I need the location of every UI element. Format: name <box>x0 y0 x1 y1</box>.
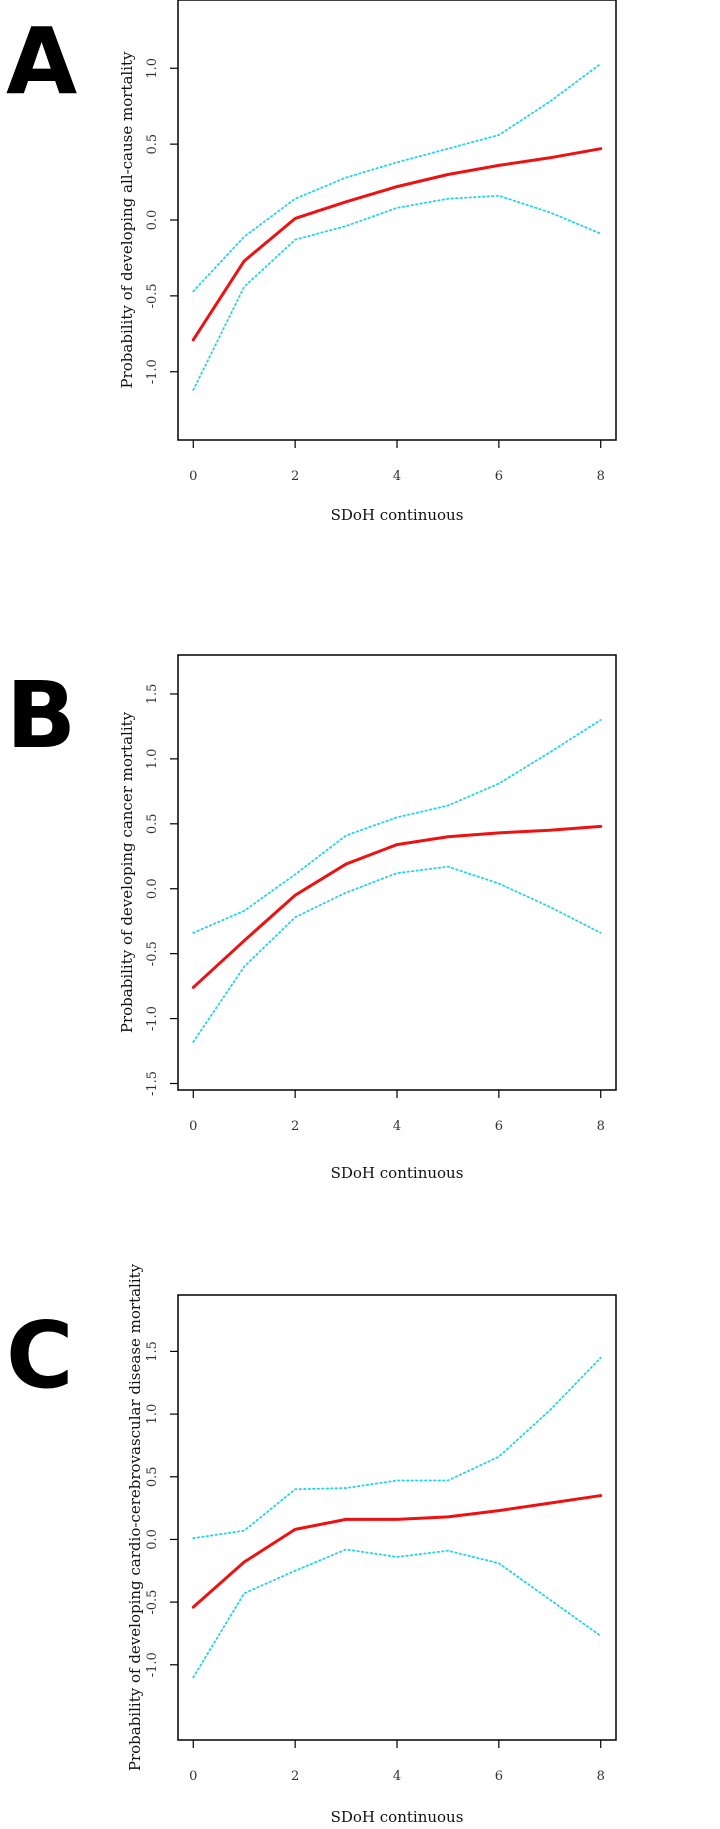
y-tick-label: 0.5 <box>145 134 160 155</box>
x-tick-label: 0 <box>189 469 197 484</box>
y-tick-label: -0.5 <box>145 941 160 966</box>
chart-panel-a: A 0 2 4 6 8 -1.0 -0.5 0.0 0.5 1.0 SDoH continuous P… <box>0 0 720 540</box>
lower-ci-line <box>192 865 602 1043</box>
lower-ci-line <box>192 1548 602 1679</box>
y-tick-label: 0.0 <box>145 1529 160 1550</box>
panel-label: C <box>6 1302 74 1409</box>
x-tick-label: 2 <box>291 469 299 484</box>
y-tick-label: -0.5 <box>145 1590 160 1615</box>
y-tick-label: 1.0 <box>145 749 160 770</box>
y-axis-title: Probability of developing all-cause mort… <box>118 51 136 389</box>
upper-ci-line <box>192 719 602 934</box>
estimate-line <box>191 1494 603 1609</box>
y-tick-label: -1.0 <box>145 1006 160 1031</box>
x-tick-label: 4 <box>393 1119 401 1134</box>
estimate-line <box>191 147 603 342</box>
x-axis-title: SDoH continuous <box>331 1808 464 1826</box>
y-tick-label: -1.0 <box>145 1652 160 1677</box>
x-tick-label: 8 <box>597 469 605 484</box>
chart-panel-c: C 0 2 4 6 8 -1.0 -0.5 0.0 0.5 1.0 1.5 SDoH continuo… <box>0 1260 720 1829</box>
upper-ci-line <box>192 62 602 293</box>
y-tick-label: -1.5 <box>145 1071 160 1096</box>
x-tick-label: 4 <box>393 1769 401 1784</box>
upper-ci-line <box>192 1356 602 1540</box>
x-tick-label: 2 <box>291 1119 299 1134</box>
plot-frame <box>177 654 617 1091</box>
y-tick-label: 1.0 <box>145 1404 160 1425</box>
chart-a: 0 2 4 6 8 -1.0 -0.5 0.0 0.5 1.0 SDoH continuous Pro… <box>118 0 617 524</box>
panel-label: B <box>6 662 77 769</box>
y-tick-label: 0.0 <box>145 878 160 899</box>
chart-c: 0 2 4 6 8 -1.0 -0.5 0.0 0.5 1.0 1.5 SDoH continuous… <box>126 1263 617 1826</box>
y-tick-label: -0.5 <box>145 283 160 308</box>
plot-frame <box>177 0 617 441</box>
panel-label: A <box>6 8 78 115</box>
x-tick-label: 8 <box>597 1119 605 1134</box>
lower-ci-line <box>192 194 602 391</box>
x-axis-title: SDoH continuous <box>331 506 464 524</box>
x-tick-label: 6 <box>495 1769 503 1784</box>
y-axis-title: Probability of developing cardio-cerebro… <box>126 1263 144 1771</box>
x-axis-title: SDoH continuous <box>331 1164 464 1182</box>
y-tick-label: 1.5 <box>145 684 160 705</box>
x-tick-label: 0 <box>189 1769 197 1784</box>
x-tick-label: 6 <box>495 1119 503 1134</box>
y-tick-label: -1.0 <box>145 359 160 384</box>
x-tick-label: 6 <box>495 469 503 484</box>
y-tick-label: 0.5 <box>145 1466 160 1487</box>
y-tick-label: 1.0 <box>145 58 160 79</box>
y-tick-label: 1.5 <box>145 1341 160 1362</box>
estimate-line <box>191 824 603 989</box>
x-tick-label: 8 <box>597 1769 605 1784</box>
y-axis-title: Probability of developing cancer mortali… <box>118 711 136 1033</box>
x-tick-label: 4 <box>393 469 401 484</box>
x-tick-label: 2 <box>291 1769 299 1784</box>
chart-b: 0 2 4 6 8 -1.5 -1.0 -0.5 0.0 0.5 1.0 1.5 SDoH contin… <box>118 654 617 1182</box>
y-tick-label: 0.0 <box>145 210 160 231</box>
x-tick-label: 0 <box>189 1119 197 1134</box>
y-tick-label: 0.5 <box>145 813 160 834</box>
chart-panel-b: B 0 2 4 6 8 -1.5 -1.0 -0.5 0.0 0.5 1.0 1.5 SDoH cont… <box>0 620 720 1182</box>
plot-frame <box>177 1294 617 1741</box>
